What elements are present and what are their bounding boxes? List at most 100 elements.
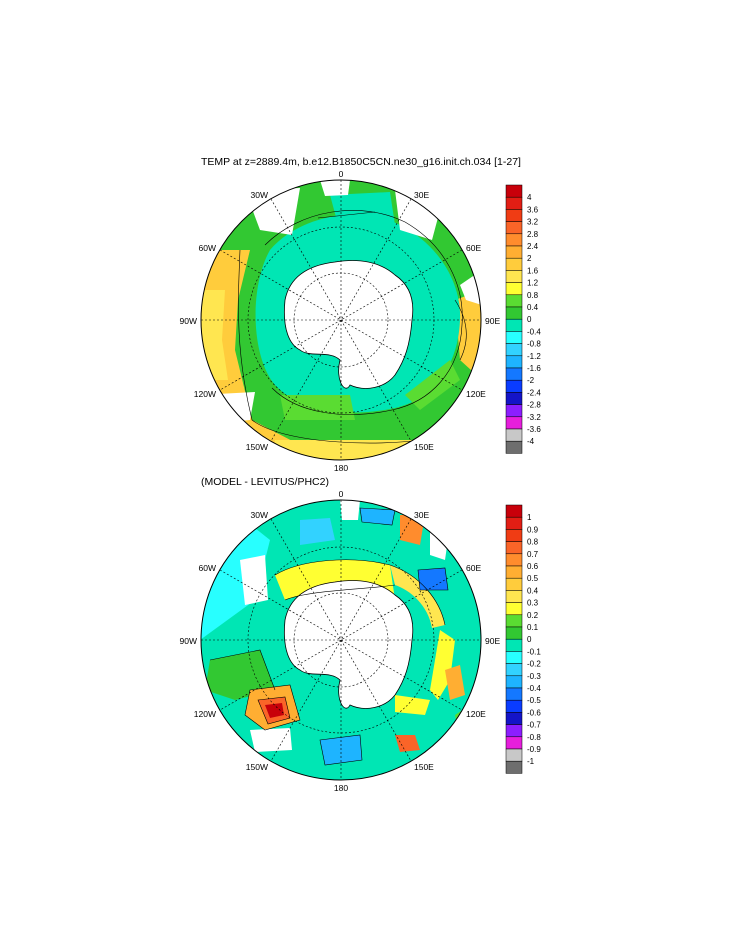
bottom-lon-label-120e: 120E [466, 709, 486, 719]
bottom-colorbar-box [505, 577, 523, 591]
top-colorbar-label: -3.6 [527, 425, 541, 434]
top-colorbar-label: -4 [527, 437, 535, 446]
bottom-colorbar-label: 0.1 [527, 623, 539, 632]
bottom-colorbar-label: 0.6 [527, 562, 539, 571]
top-colorbar-label: -0.8 [527, 340, 541, 349]
top-map-title: TEMP at z=2889.4m, b.e12.B1850C5CN.ne30_… [201, 156, 521, 168]
top-polar-map: 0 30E 60E 90E 120E 150E 180 150W 120W 90… [180, 169, 501, 473]
bottom-lon-label-60w: 60W [199, 563, 216, 573]
top-colorbar-box [505, 318, 523, 332]
top-colorbar-box [505, 209, 523, 222]
bottom-colorbar-label: 0.7 [527, 550, 539, 559]
top-colorbar-label: -0.4 [527, 327, 541, 336]
top-colorbar-box [505, 257, 523, 271]
bottom-colorbar-label: -0.5 [527, 696, 541, 705]
bottom-colorbar-box [505, 541, 523, 555]
bottom-colorbar-label: -0.7 [527, 721, 541, 730]
top-lon-label-120w: 120W [194, 389, 216, 399]
top-lon-label-120e: 120E [466, 389, 486, 399]
bottom-colorbar-box [505, 638, 523, 652]
top-colorbar-box [505, 355, 523, 369]
top-colorbar-box [505, 294, 523, 308]
top-lon-label-150e: 150E [414, 442, 434, 452]
top-colorbar-box [505, 404, 523, 418]
bottom-colorbar-box [505, 724, 523, 738]
top-colorbar-box [505, 392, 523, 405]
bottom-graticule [201, 500, 481, 780]
bottom-lon-label-30w: 30W [251, 510, 268, 520]
top-colorbar-box [505, 184, 523, 198]
bottom-lon-label-90e: 90E [485, 636, 500, 646]
bottom-lon-label-150w: 150W [246, 762, 268, 772]
top-lon-label-150w: 150W [246, 442, 268, 452]
top-colorbar-box [505, 306, 523, 320]
top-lon-label-60e: 60E [466, 243, 481, 253]
bottom-colorbar-box [505, 748, 523, 762]
top-colorbar-box [505, 196, 523, 210]
top-colorbar-label: 0.4 [527, 303, 539, 312]
bottom-colorbar-box [505, 687, 523, 701]
bottom-colorbar-box [505, 614, 523, 628]
top-colorbar-label: 2 [527, 254, 532, 263]
top-lon-label-30e: 30E [414, 190, 429, 200]
top-colorbar-label: -1.2 [527, 352, 541, 361]
bottom-map-title: (MODEL - LEVITUS/PHC2) [201, 476, 329, 488]
bottom-lon-label-0: 0 [339, 489, 344, 499]
top-colorbar-label: 1.6 [527, 266, 539, 275]
bottom-colorbar-box [505, 590, 523, 603]
top-colorbar-label: 2.4 [527, 242, 539, 251]
top-lon-label-60w: 60W [199, 243, 216, 253]
top-colorbar-box [505, 282, 523, 296]
bottom-colorbar-box [505, 760, 523, 774]
bottom-colorbar-box [505, 516, 523, 530]
bottom-colorbar-box [505, 663, 523, 677]
bottom-colorbar-box [505, 626, 523, 640]
bottom-colorbar-label: -0.8 [527, 733, 541, 742]
bottom-colorbar-box [505, 712, 523, 725]
bottom-colorbar-label: -0.3 [527, 672, 541, 681]
bottom-colorbar-label: 0 [527, 635, 532, 644]
bottom-colorbar-box [505, 699, 523, 713]
bottom-colorbar-box [505, 565, 523, 579]
bottom-colorbar-label: -0.2 [527, 660, 541, 669]
bottom-lon-label-90w: 90W [180, 636, 197, 646]
bottom-colorbar: 1 0.9 0.8 0.7 0.6 0.5 0.4 0.3 0.2 0.1 0 -0.1 -0.2 -0.… [505, 504, 541, 774]
top-colorbar-box [505, 331, 523, 344]
bottom-colorbar-label: 0.3 [527, 599, 539, 608]
top-colorbar-label: 3.2 [527, 218, 539, 227]
top-colorbar-box [505, 233, 523, 247]
top-colorbar-label: 0 [527, 315, 532, 324]
bottom-colorbar-box [505, 504, 523, 518]
bottom-colorbar-box [505, 675, 523, 689]
top-colorbar-label: 3.6 [527, 205, 539, 214]
top-map-border [200, 179, 482, 461]
top-colorbar-box [505, 440, 523, 454]
bottom-lon-label-30e: 30E [414, 510, 429, 520]
bottom-polar-map: 0 30E 60E 90E 120E 150E 180 150W 120W 90… [180, 489, 501, 793]
top-lon-label-90w: 90W [180, 316, 197, 326]
top-colorbar-label: 0.8 [527, 291, 539, 300]
top-colorbar-box [505, 245, 523, 259]
top-colorbar-label: -1.6 [527, 364, 541, 373]
bottom-colorbar-label: -0.4 [527, 684, 541, 693]
top-colorbar-label: 4 [527, 193, 532, 202]
top-colorbar-label: 1.2 [527, 279, 539, 288]
top-lon-label-90e: 90E [485, 316, 500, 326]
top-graticule [201, 180, 481, 460]
top-colorbar-label: -2 [527, 376, 535, 385]
bottom-colorbar-label: 0.8 [527, 538, 539, 547]
bottom-colorbar-label: -0.1 [527, 647, 541, 656]
bottom-lon-label-180: 180 [334, 783, 348, 793]
bottom-colorbar-box [505, 529, 523, 542]
top-colorbar-box [505, 367, 523, 381]
top-colorbar-label: -3.2 [527, 413, 541, 422]
bottom-colorbar-label: -0.6 [527, 708, 541, 717]
top-colorbar-label: 2.8 [527, 230, 539, 239]
bottom-colorbar-box [505, 651, 523, 664]
bottom-colorbar-label: 0.2 [527, 611, 539, 620]
top-colorbar-box [505, 379, 523, 393]
top-lon-label-180: 180 [334, 463, 348, 473]
bottom-lon-label-120w: 120W [194, 709, 216, 719]
bottom-colorbar-label: -1 [527, 757, 535, 766]
